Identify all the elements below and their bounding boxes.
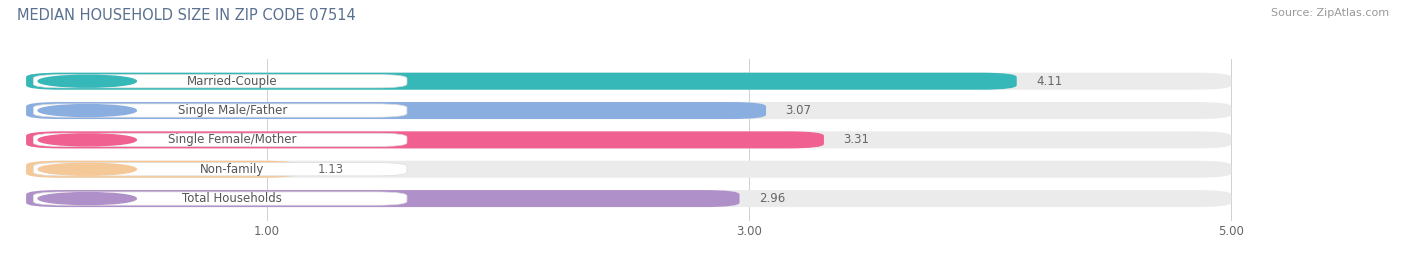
Text: 4.11: 4.11 — [1036, 75, 1063, 88]
FancyBboxPatch shape — [27, 73, 1232, 90]
Text: MEDIAN HOUSEHOLD SIZE IN ZIP CODE 07514: MEDIAN HOUSEHOLD SIZE IN ZIP CODE 07514 — [17, 8, 356, 23]
FancyBboxPatch shape — [27, 131, 1232, 148]
Text: 3.31: 3.31 — [844, 133, 869, 146]
Circle shape — [38, 75, 136, 87]
Circle shape — [38, 163, 136, 175]
FancyBboxPatch shape — [34, 192, 406, 205]
FancyBboxPatch shape — [27, 190, 740, 207]
Circle shape — [38, 134, 136, 146]
Text: 2.96: 2.96 — [759, 192, 785, 205]
Text: Single Male/Father: Single Male/Father — [177, 104, 287, 117]
Text: 1.13: 1.13 — [318, 163, 344, 176]
FancyBboxPatch shape — [34, 133, 406, 147]
FancyBboxPatch shape — [27, 190, 1232, 207]
Text: Single Female/Mother: Single Female/Mother — [167, 133, 297, 146]
Text: Married-Couple: Married-Couple — [187, 75, 277, 88]
Circle shape — [38, 105, 136, 116]
FancyBboxPatch shape — [34, 104, 406, 117]
FancyBboxPatch shape — [27, 161, 1232, 178]
FancyBboxPatch shape — [27, 102, 1232, 119]
Text: Source: ZipAtlas.com: Source: ZipAtlas.com — [1271, 8, 1389, 18]
FancyBboxPatch shape — [27, 73, 1017, 90]
FancyBboxPatch shape — [34, 75, 406, 88]
FancyBboxPatch shape — [27, 102, 766, 119]
Circle shape — [38, 193, 136, 204]
Text: Total Households: Total Households — [183, 192, 283, 205]
Text: Non-family: Non-family — [200, 163, 264, 176]
FancyBboxPatch shape — [34, 162, 406, 176]
Text: 3.07: 3.07 — [786, 104, 811, 117]
FancyBboxPatch shape — [27, 161, 298, 178]
FancyBboxPatch shape — [27, 131, 824, 148]
